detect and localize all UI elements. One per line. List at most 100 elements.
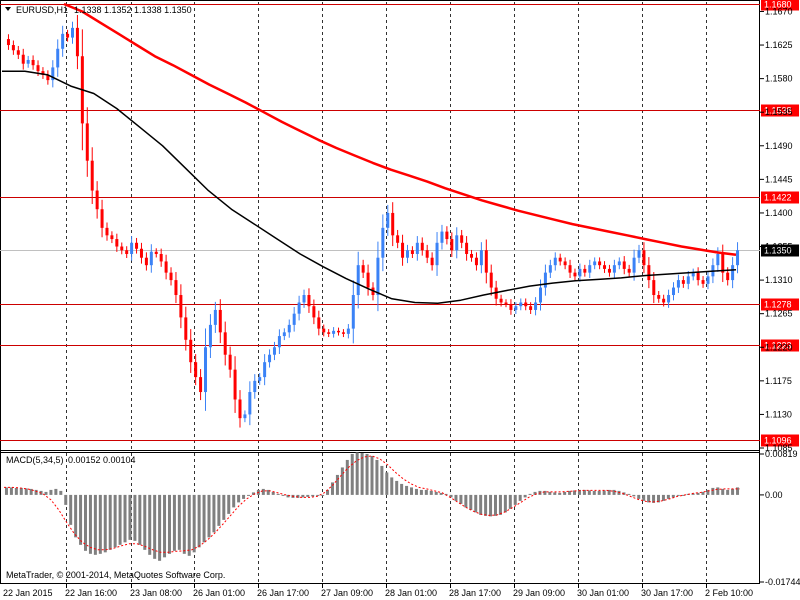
x-tick-label: 30 Jan 01:00: [577, 588, 629, 598]
candle-body: [538, 287, 542, 303]
macd-bar: [553, 492, 557, 495]
candle-body: [415, 242, 419, 254]
macd-bar: [345, 459, 349, 495]
candle-body: [701, 280, 705, 284]
candle-body: [292, 313, 296, 325]
macd-bar: [731, 488, 735, 495]
macd-bar: [138, 494, 142, 545]
candle-body: [100, 209, 104, 228]
macd-bar: [64, 494, 68, 505]
candle-body: [410, 250, 414, 254]
candle-body: [61, 33, 65, 49]
candle-body: [686, 276, 690, 284]
candle-body: [465, 242, 469, 254]
candle-body: [578, 268, 582, 277]
macd-values: 0.00152 0.00104: [68, 455, 136, 465]
candle-body: [706, 276, 710, 284]
macd-bar: [513, 494, 517, 505]
candle-body: [583, 268, 587, 273]
symbol-label: EURUSD,H1: [16, 5, 68, 15]
x-tick-label: 29 Jan 09:00: [513, 588, 565, 598]
macd-bar: [98, 494, 102, 554]
macd-bar: [558, 492, 562, 495]
macd-bar: [103, 494, 107, 553]
macd-bar: [637, 494, 641, 499]
macd-y-tick-label: -0.01744: [765, 577, 800, 587]
x-tick-label: 2 Feb 10:00: [705, 588, 753, 598]
macd-bar: [563, 491, 567, 495]
macd-bar: [568, 490, 572, 495]
macd-pane: [4, 452, 740, 561]
candle-body: [139, 248, 143, 258]
macd-bar: [484, 494, 488, 516]
macd-bar: [266, 489, 270, 495]
macd-bar: [652, 494, 656, 503]
macd-bar: [543, 490, 547, 495]
candle-body: [440, 231, 444, 243]
level-label-box: [761, 0, 799, 11]
candle-body: [159, 253, 163, 262]
macd-bar: [153, 494, 157, 559]
macd-bar: [74, 494, 78, 538]
macd-bar: [666, 494, 670, 499]
candle-body: [258, 377, 262, 381]
level-label-box: [761, 434, 799, 447]
macd-bar: [93, 494, 97, 555]
candle-body: [75, 27, 79, 57]
dropdown-triangle-icon[interactable]: [5, 7, 11, 11]
candle-body: [568, 265, 572, 273]
candle-body: [346, 328, 350, 334]
macd-bar: [34, 489, 38, 495]
candle-body: [307, 295, 311, 307]
candle-body: [85, 123, 89, 161]
candle-body: [450, 239, 454, 251]
candle-body: [504, 302, 508, 304]
macd-bar: [498, 494, 502, 515]
candle-body: [179, 295, 183, 318]
y-tick-label: 1.1265: [765, 309, 793, 319]
candle-body: [341, 332, 345, 334]
candle-body: [657, 295, 661, 299]
candle-body: [676, 280, 680, 288]
macd-bar: [335, 474, 339, 495]
x-tick-label: 22 Jan 16:00: [65, 588, 117, 598]
macd-bar: [281, 494, 285, 496]
macd-bar: [661, 494, 665, 501]
macd-bar: [439, 492, 443, 495]
macd-bar: [296, 494, 300, 498]
x-tick-label: 22 Jan 2015: [3, 588, 53, 598]
level-label-box: [761, 191, 799, 204]
candle-series: [6, 14, 740, 428]
macd-bar: [19, 487, 23, 495]
candle-body: [401, 242, 405, 258]
level-label: 1.1680: [764, 0, 792, 10]
candle-body: [603, 265, 607, 269]
x-tick-label: 27 Jan 09:00: [321, 588, 373, 598]
candle-body: [56, 48, 60, 68]
candle-body: [189, 339, 193, 363]
candle-body: [474, 257, 478, 266]
candle-body: [361, 265, 365, 273]
candle-body: [337, 330, 341, 333]
candle-body: [671, 287, 675, 296]
candle-body: [588, 265, 592, 273]
chart-frame: [0, 0, 760, 584]
x-tick-label: 26 Jan 17:00: [257, 588, 309, 598]
candle-body: [736, 250, 740, 266]
macd-bar: [222, 494, 226, 520]
chart-header: EURUSD,H1 1.1338 1.1352 1.1338 1.1350: [5, 5, 192, 15]
macd-bar: [88, 494, 92, 554]
macd-bar: [701, 491, 705, 495]
macd-bar: [548, 491, 552, 495]
candle-body: [351, 295, 355, 329]
candle-body: [558, 257, 562, 262]
x-tick-label: 23 Jan 08:00: [130, 588, 182, 598]
macd-bar: [711, 487, 715, 495]
candle-body: [696, 272, 700, 281]
candle-body: [479, 250, 483, 266]
macd-bar: [306, 494, 310, 497]
macd-y-tick-label: 0.00: [765, 490, 783, 500]
candle-body: [154, 251, 158, 254]
candle-body: [637, 250, 641, 258]
macd-bar: [301, 494, 305, 498]
